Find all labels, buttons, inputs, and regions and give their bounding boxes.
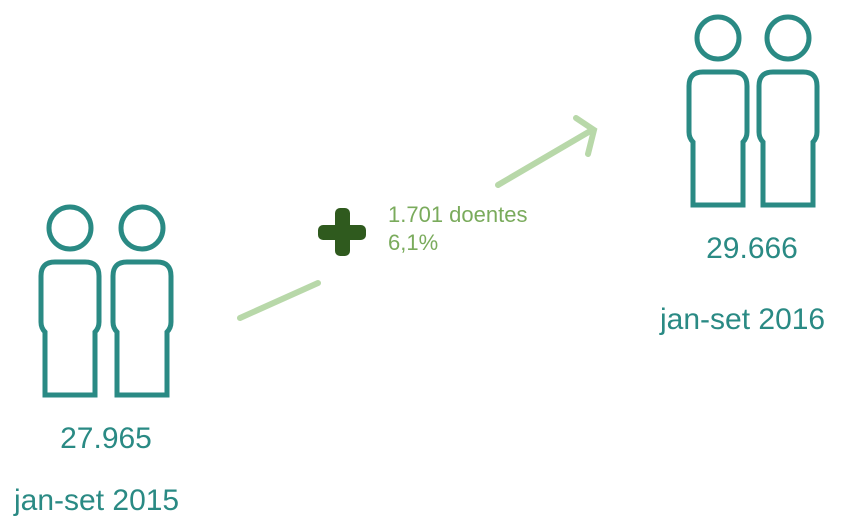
period-2015: jan-set 2015 [13, 484, 179, 517]
period-2016: jan-set 2016 [659, 303, 825, 336]
value-2015: 27.965 [60, 422, 152, 455]
trend-arrow [237, 115, 598, 321]
value-2016: 29.666 [706, 232, 798, 265]
people-icon-2015 [41, 207, 171, 395]
plus-icon [318, 208, 366, 256]
people-icon-2016 [689, 17, 817, 205]
change-percent: 6,1% [388, 230, 438, 255]
change-absolute: 1.701 doentes [388, 202, 527, 227]
